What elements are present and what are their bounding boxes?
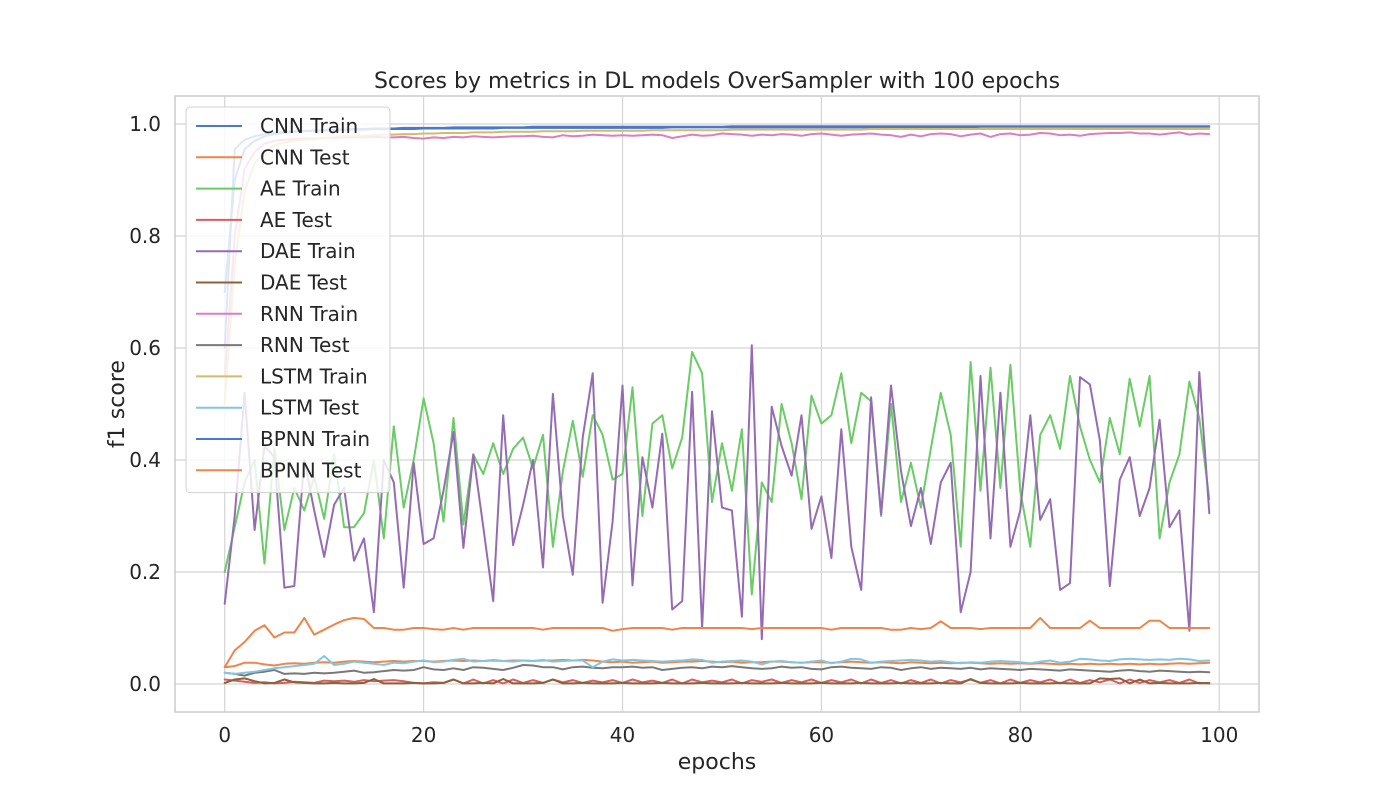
series-line-ae-test [223, 678, 1211, 685]
x-tick-label: 20 [411, 723, 436, 747]
y-tick-label: 1.0 [129, 112, 161, 136]
x-tick-label: 60 [809, 723, 834, 747]
y-tick-label: 0.8 [129, 224, 161, 248]
legend-label: RNN Test [260, 333, 350, 357]
x-tick-label: 100 [1200, 723, 1238, 747]
series-line-lstm-test [223, 655, 1211, 675]
legend-label: CNN Test [260, 145, 350, 169]
y-tick-label: 0.0 [129, 672, 161, 696]
series-line-dae-test [223, 677, 1211, 685]
x-tick-label: 40 [610, 723, 635, 747]
legend-label: AE Train [260, 177, 341, 201]
legend-label: BPNN Train [260, 427, 370, 451]
y-tick-label: 0.6 [129, 336, 161, 360]
legend-label: AE Test [260, 208, 332, 232]
legend-label: BPNN Test [260, 458, 362, 482]
y-tick-label: 0.4 [129, 448, 161, 472]
x-tick-label: 80 [1008, 723, 1033, 747]
legend-label: CNN Train [260, 114, 358, 138]
legend-label: DAE Train [260, 239, 356, 263]
legend: CNN Train CNN Test AE Train AE Test DAE Trai… [185, 106, 391, 494]
chart-title: Scores by metrics in DL models OverSampl… [374, 69, 1060, 94]
series-line-rnn-test [223, 664, 1211, 677]
ticks-layer: 0 20 40 60 80 100 0.0 0.2 0.4 0.6 0.8 1.0 [129, 112, 1238, 747]
x-axis-title: epochs [678, 750, 756, 775]
legend-box [185, 106, 391, 494]
legend-label: DAE Test [260, 271, 347, 295]
legend-label: LSTM Train [260, 364, 368, 388]
legend-label: LSTM Test [260, 396, 359, 420]
y-tick-label: 0.2 [129, 560, 161, 584]
y-axis-title: f1 score [105, 360, 130, 448]
series-line-bpnn-test [223, 616, 1211, 669]
legend-label: RNN Train [260, 302, 358, 326]
plot-frame [174, 95, 1260, 713]
x-tick-label: 0 [218, 723, 231, 747]
